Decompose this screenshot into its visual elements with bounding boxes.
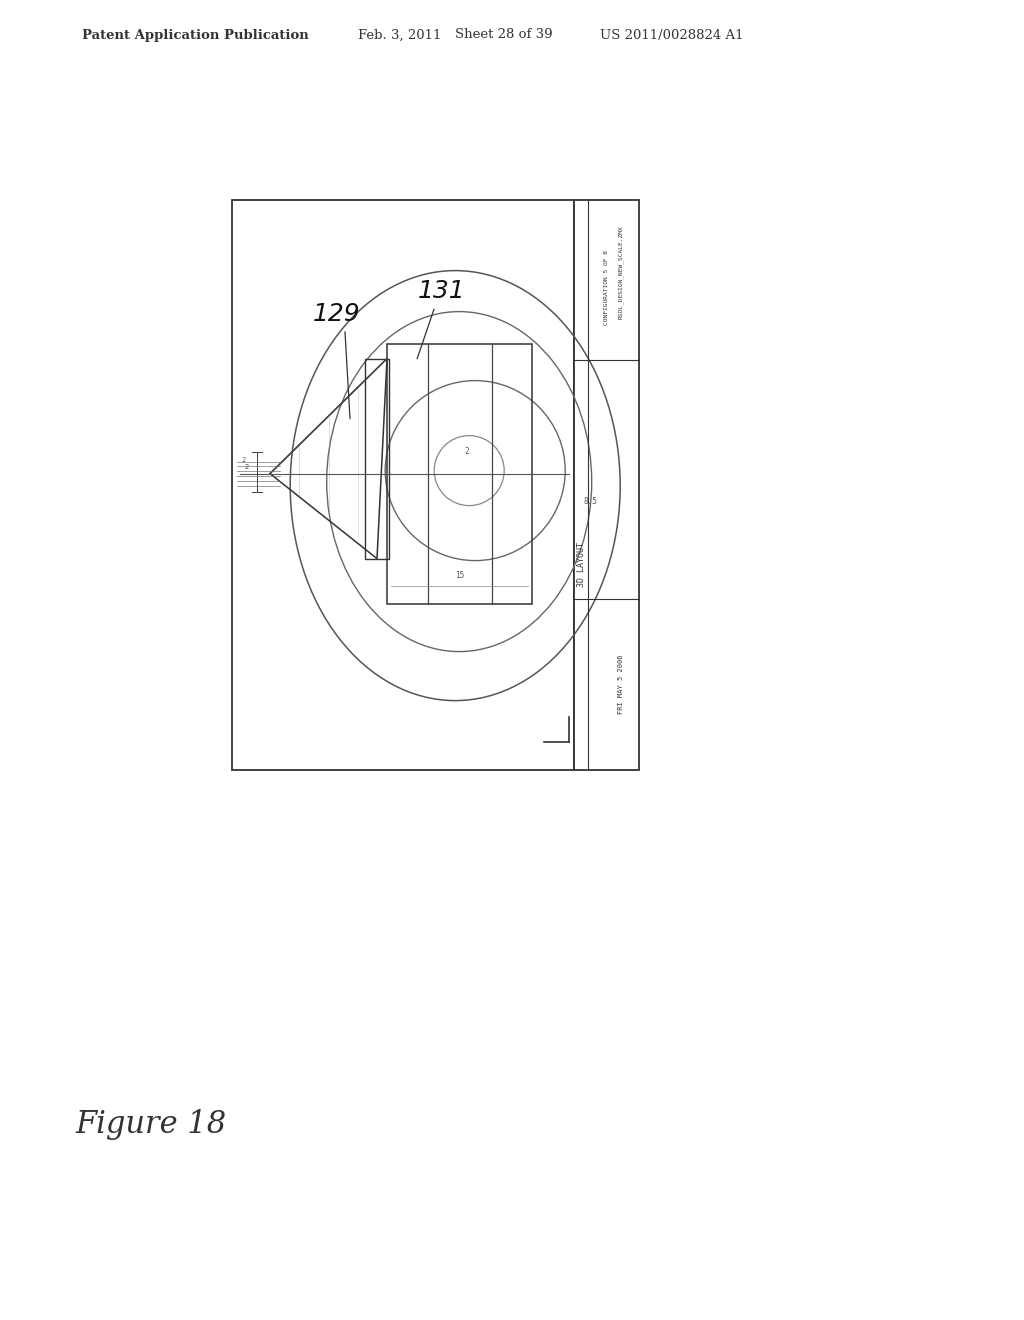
Text: CONFIGURATION 5 OF 8: CONFIGURATION 5 OF 8 bbox=[603, 251, 608, 325]
Text: Feb. 3, 2011: Feb. 3, 2011 bbox=[358, 29, 441, 41]
Text: US 2011/0028824 A1: US 2011/0028824 A1 bbox=[600, 29, 743, 41]
Bar bbox=[387, 343, 532, 603]
Text: Patent Application Publication: Patent Application Publication bbox=[82, 29, 309, 41]
Text: RSOL_DESIGN_NEW_SCALE.ZMX: RSOL_DESIGN_NEW_SCALE.ZMX bbox=[618, 224, 624, 318]
Text: 131: 131 bbox=[418, 280, 466, 304]
Text: 3D LAYOUT: 3D LAYOUT bbox=[577, 543, 586, 587]
Text: 2: 2 bbox=[465, 446, 470, 455]
Text: FRI MAY 5 2006: FRI MAY 5 2006 bbox=[618, 655, 624, 714]
Text: Sheet 28 of 39: Sheet 28 of 39 bbox=[455, 29, 553, 41]
Text: 129: 129 bbox=[313, 302, 360, 326]
Text: 8.5: 8.5 bbox=[584, 496, 597, 506]
Bar bbox=[365, 359, 389, 558]
Text: Figure 18: Figure 18 bbox=[75, 1110, 226, 1140]
Bar bbox=[232, 201, 574, 770]
Bar bbox=[574, 201, 639, 770]
Text: 15: 15 bbox=[455, 570, 464, 579]
Text: 2: 2 bbox=[245, 463, 249, 470]
Text: 2: 2 bbox=[242, 457, 246, 462]
